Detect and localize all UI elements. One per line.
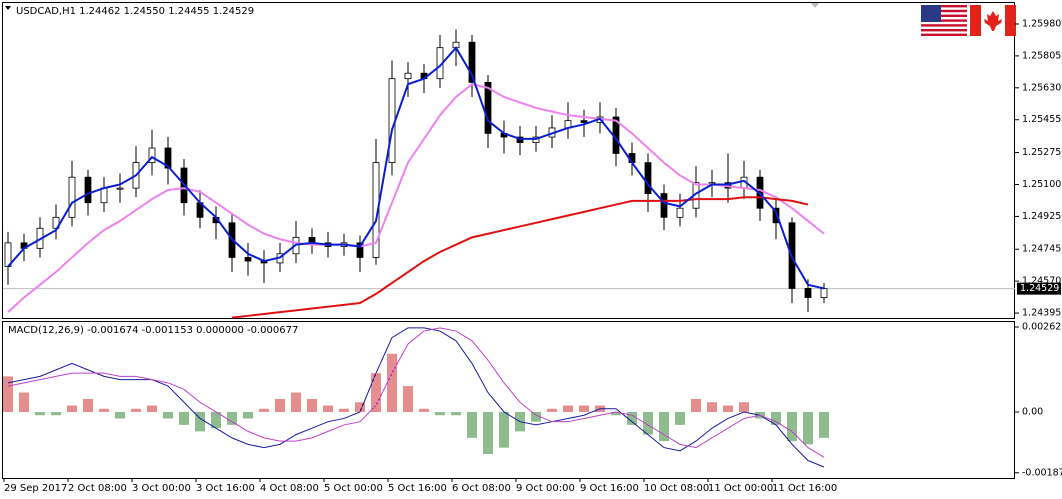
- x-tick-label: 2 Oct 08:00: [68, 483, 127, 494]
- x-tick-label: 3 Oct 16:00: [196, 483, 255, 494]
- y-tick-label: 0.002625: [1022, 322, 1062, 333]
- us-flag: [921, 5, 967, 36]
- price-title: USDCAD,H1 1.24462 1.24550 1.24455 1.2452…: [16, 6, 254, 17]
- x-tick-label: 6 Oct 08:00: [452, 483, 511, 494]
- y-tick-label: 1.25100: [1022, 179, 1061, 190]
- candle-body: [372, 162, 380, 258]
- y-tick-label: 1.25275: [1022, 147, 1061, 158]
- candle-body: [84, 176, 92, 204]
- candle-body: [772, 207, 780, 224]
- x-tick-label: 10 Oct 08:00: [644, 483, 709, 494]
- x-tick-label: 29 Sep 2017: [4, 483, 67, 494]
- candle-body: [820, 288, 828, 298]
- y-tick-label: 1.24570: [1022, 276, 1061, 287]
- x-tick-label: 9 Oct 16:00: [580, 483, 639, 494]
- indicator-line: [7, 327, 825, 458]
- candle-body: [580, 120, 588, 123]
- candle-body: [644, 162, 652, 195]
- canada-flag: [970, 5, 1016, 36]
- x-tick-label: 3 Oct 00:00: [132, 483, 191, 494]
- x-tick-label: 5 Oct 16:00: [388, 483, 447, 494]
- y-tick-label: 1.25630: [1022, 82, 1061, 93]
- candle-body: [404, 72, 412, 80]
- candle-body: [244, 257, 252, 262]
- candle-body: [468, 41, 476, 83]
- symbol-icon: [5, 6, 11, 10]
- macd-panel-frame: [2, 321, 1015, 479]
- y-tick-label: 0.00: [1022, 406, 1043, 417]
- y-tick-label: 1.24925: [1022, 211, 1061, 222]
- candle-body: [68, 176, 76, 218]
- y-tick-label: 1.25805: [1022, 50, 1061, 61]
- shift-marker: [811, 3, 819, 8]
- x-tick-label: 11 Oct 00:00: [708, 483, 773, 494]
- candle-body: [164, 147, 172, 169]
- candle-body: [148, 147, 156, 163]
- candle-body: [388, 78, 396, 163]
- y-tick-label: 1.25455: [1022, 114, 1061, 125]
- candle-body: [660, 193, 668, 218]
- y-tick-label: -0.001879: [1022, 467, 1062, 478]
- indicator-line: [7, 83, 825, 313]
- candle-body: [676, 207, 684, 218]
- y-tick-label: 1.25980: [1022, 18, 1061, 29]
- current-price-box: [1017, 282, 1061, 295]
- x-tick-label: 11 Oct 16:00: [772, 483, 837, 494]
- indicator-line: [231, 196, 809, 319]
- candle-body: [116, 187, 124, 190]
- x-tick-label: 9 Oct 00:00: [516, 483, 575, 494]
- macd-title: MACD(12,26,9) -0.001674 -0.001153 0.0000…: [8, 325, 298, 336]
- candle-body: [804, 288, 812, 298]
- y-tick-label: 1.24395: [1022, 308, 1061, 319]
- x-tick-label: 5 Oct 00:00: [324, 483, 383, 494]
- y-tick-label: 1.24745: [1022, 244, 1061, 255]
- current-price-label: 1.24529: [1020, 283, 1059, 294]
- x-tick-label: 4 Oct 08:00: [260, 483, 319, 494]
- indicator-line: [7, 45, 825, 290]
- candle-body: [100, 187, 108, 204]
- price-panel-frame: [2, 2, 1015, 319]
- candle-body: [356, 242, 364, 258]
- candle-body: [484, 81, 492, 134]
